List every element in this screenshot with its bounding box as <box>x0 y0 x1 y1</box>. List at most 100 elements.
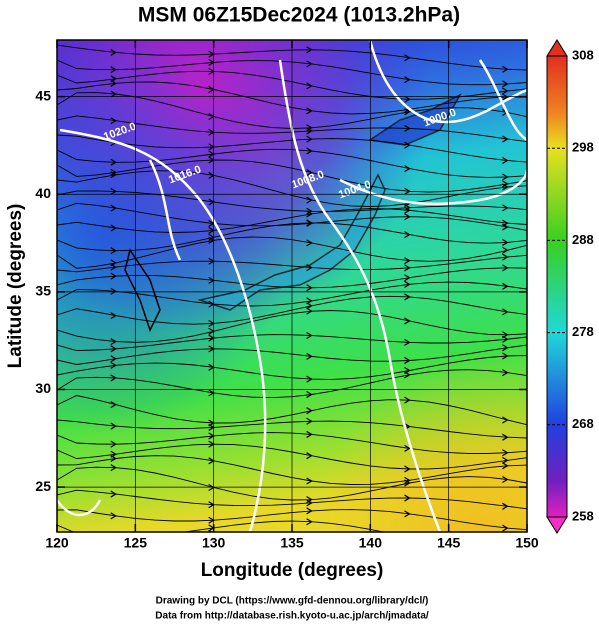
stream-arrow <box>110 247 117 255</box>
stream-arrow <box>502 219 509 227</box>
stream-arrow <box>306 107 313 115</box>
stream-arrow <box>306 264 313 272</box>
stream-arrow <box>306 135 313 143</box>
stream-arrow <box>502 352 509 360</box>
stream-arrow <box>306 219 313 227</box>
stream-arrow <box>110 79 117 87</box>
stream-arrow <box>110 187 117 195</box>
stream-arrow <box>502 87 509 95</box>
stream-arrow <box>110 158 117 166</box>
x-tick-label: 120 <box>45 535 69 551</box>
stream-arrow <box>502 416 509 424</box>
stream-arrow <box>502 93 509 101</box>
y-tick-label: 40 <box>35 185 51 201</box>
stream-arrow <box>502 502 509 510</box>
stream-arrow <box>404 371 411 379</box>
stream-arrow <box>111 545 116 551</box>
stream-arrow <box>404 444 411 452</box>
stream-arrow <box>110 374 117 382</box>
x-tick-label: 140 <box>359 535 383 551</box>
stream-arrow <box>502 551 507 557</box>
stream-arrow <box>306 239 313 247</box>
stream-arrow <box>502 204 509 212</box>
stream-arrow <box>111 533 116 539</box>
x-tick-label: 145 <box>437 535 461 551</box>
stream-arrow <box>110 263 117 271</box>
stream-arrow <box>502 462 509 470</box>
stream-arrow <box>404 510 411 518</box>
stream-arrow <box>110 117 117 125</box>
stream-arrow <box>110 224 117 232</box>
stream-arrow <box>404 187 411 195</box>
stream-arrow <box>404 396 411 404</box>
y-tick-label: 30 <box>35 380 51 396</box>
colorbar <box>546 39 568 534</box>
stream-arrow <box>306 331 313 340</box>
stream-arrow <box>306 499 313 507</box>
stream-arrow <box>404 95 411 103</box>
stream-arrow <box>502 157 509 165</box>
stream-arrow <box>110 171 117 179</box>
stream-arrow <box>404 317 411 325</box>
stream-arrow <box>502 238 509 246</box>
stream-arrow <box>404 165 411 173</box>
stream-arrow <box>502 369 509 377</box>
stream-arrow <box>502 475 509 483</box>
stream-arrow <box>306 147 313 155</box>
stream-arrow <box>307 539 312 545</box>
stream-arrow <box>306 407 313 415</box>
stream-arrow <box>502 335 509 343</box>
stream-arrow <box>110 48 117 56</box>
stream-arrow <box>502 433 509 441</box>
stream-arrow <box>306 297 313 305</box>
colorbar-tick-label: 258 <box>572 508 594 523</box>
stream-arrow <box>110 204 117 212</box>
stream-arrow <box>306 124 313 132</box>
y-tick-label: 45 <box>35 87 51 103</box>
stream-arrow <box>502 543 507 549</box>
stream-arrow <box>404 280 411 288</box>
colorbar-tick-label: 308 <box>572 47 594 62</box>
x-tick-label: 135 <box>280 535 304 551</box>
stream-arrow <box>404 206 411 214</box>
x-tick-label: 130 <box>202 535 226 551</box>
stream-arrow <box>405 558 410 564</box>
stream-arrow <box>404 479 411 487</box>
stream-arrow <box>405 534 410 540</box>
stream-arrow <box>306 127 313 135</box>
stream-arrow <box>110 272 117 280</box>
stream-arrow <box>110 401 117 409</box>
y-tick-label: 25 <box>35 478 51 494</box>
stream-arrow <box>306 60 313 68</box>
stream-arrow <box>306 390 313 399</box>
stream-arrow <box>306 452 313 460</box>
stream-arrow <box>404 356 411 364</box>
stream-arrow <box>502 456 509 464</box>
x-tick-label: 125 <box>124 535 148 551</box>
y-axis-label: Latitude (degrees) <box>5 204 26 369</box>
stream-arrow <box>306 307 313 315</box>
stream-arrow <box>502 173 509 181</box>
stream-arrow <box>110 512 117 520</box>
stream-arrow <box>404 76 411 84</box>
stream-arrow <box>502 135 509 143</box>
x-axis-label: Longitude (degrees) <box>201 560 384 581</box>
stream-arrow <box>306 196 313 204</box>
stream-arrow <box>502 344 509 352</box>
credit-line: Drawing by DCL (https://www.gfd-dennou.o… <box>156 596 429 607</box>
stream-arrow <box>306 46 313 54</box>
stream-arrow <box>110 455 117 463</box>
stream-arrow <box>404 465 411 473</box>
stream-arrow <box>110 312 117 320</box>
x-tick-label: 150 <box>515 535 539 551</box>
stream-arrow <box>306 169 313 177</box>
stream-arrow <box>306 507 313 515</box>
stream-arrow <box>502 308 509 316</box>
stream-arrow <box>306 496 313 504</box>
chart-title: MSM 06Z15Dec2024 (1013.2hPa) <box>138 4 460 27</box>
stream-arrow <box>306 477 313 485</box>
stream-arrow <box>306 430 313 438</box>
stream-arrow <box>306 210 313 218</box>
stream-arrow <box>502 65 509 73</box>
